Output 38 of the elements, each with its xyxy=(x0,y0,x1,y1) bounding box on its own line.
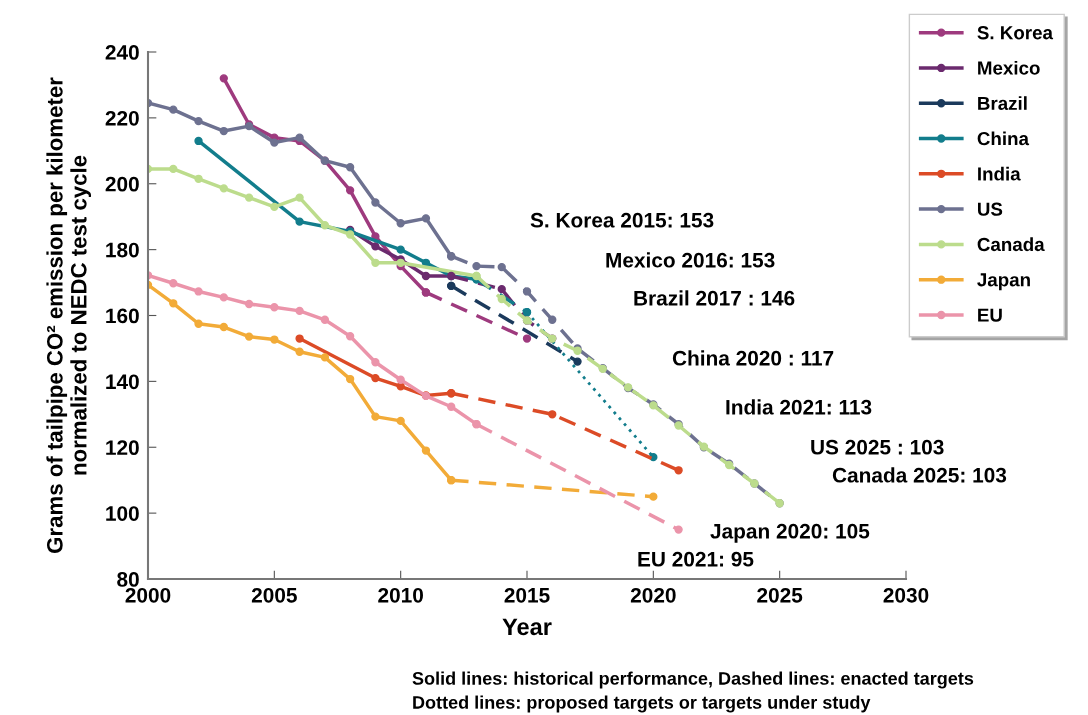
y-tick-label: 200 xyxy=(105,176,139,192)
legend-label: China xyxy=(977,131,1030,146)
annotation: Japan 2020: 105 xyxy=(710,523,870,543)
y-tick-label: 140 xyxy=(106,374,139,390)
annotation: US 2025 : 103 xyxy=(811,439,944,455)
y-tick-label: 160 xyxy=(106,308,139,324)
annotation: India 2021: 113 xyxy=(726,399,872,415)
annotation: S. Korea 2015: 153 xyxy=(530,212,714,228)
legend-label: S. Korea xyxy=(977,26,1054,40)
annotation: China 2020 : 117 xyxy=(672,350,834,366)
legend-label: EU xyxy=(978,308,1002,322)
annotation: EU 2021: 95 xyxy=(638,551,754,567)
y-tick-label: 80 xyxy=(117,572,139,587)
legend-label: India xyxy=(978,166,1021,181)
legend-label: US xyxy=(978,202,1003,216)
text: Solid lines: historical performance, Dashed lines: enacted targets xyxy=(412,671,974,689)
text: Dotted lines: proposed targets or targets under study xyxy=(413,695,871,713)
legend-label: Brazil xyxy=(978,96,1027,110)
legend-label: Canada xyxy=(977,237,1045,252)
x-tick-label: 2025 xyxy=(757,587,803,603)
y-axis-title: Grams of tailpipe CO² emission per kilometer normalized to NEDC test cycle xyxy=(46,77,92,553)
x-tick-label: 2020 xyxy=(630,587,676,603)
x-tick-label: 2005 xyxy=(251,587,297,603)
y-tick-label: 180 xyxy=(106,242,139,258)
annotation: Mexico 2016: 153 xyxy=(606,252,775,268)
y-tick-label: 220 xyxy=(105,110,139,126)
y-tick-label: 100 xyxy=(106,506,139,521)
legend-label: Japan xyxy=(977,273,1030,291)
x-tick-label: 2010 xyxy=(378,587,423,603)
legend-label: Mexico xyxy=(978,60,1040,75)
x-axis-title: Year xyxy=(502,618,552,636)
x-tick-label: 2030 xyxy=(883,587,929,603)
x-tick-label: 2000 xyxy=(125,587,171,603)
annotation: Brazil 2017 : 146 xyxy=(634,290,795,306)
annotation: Canada 2025: 103 xyxy=(832,467,1007,483)
x-tick-label: 2015 xyxy=(504,587,550,603)
y-tick-label: 120 xyxy=(106,440,139,455)
y-tick-label: 240 xyxy=(105,45,139,60)
